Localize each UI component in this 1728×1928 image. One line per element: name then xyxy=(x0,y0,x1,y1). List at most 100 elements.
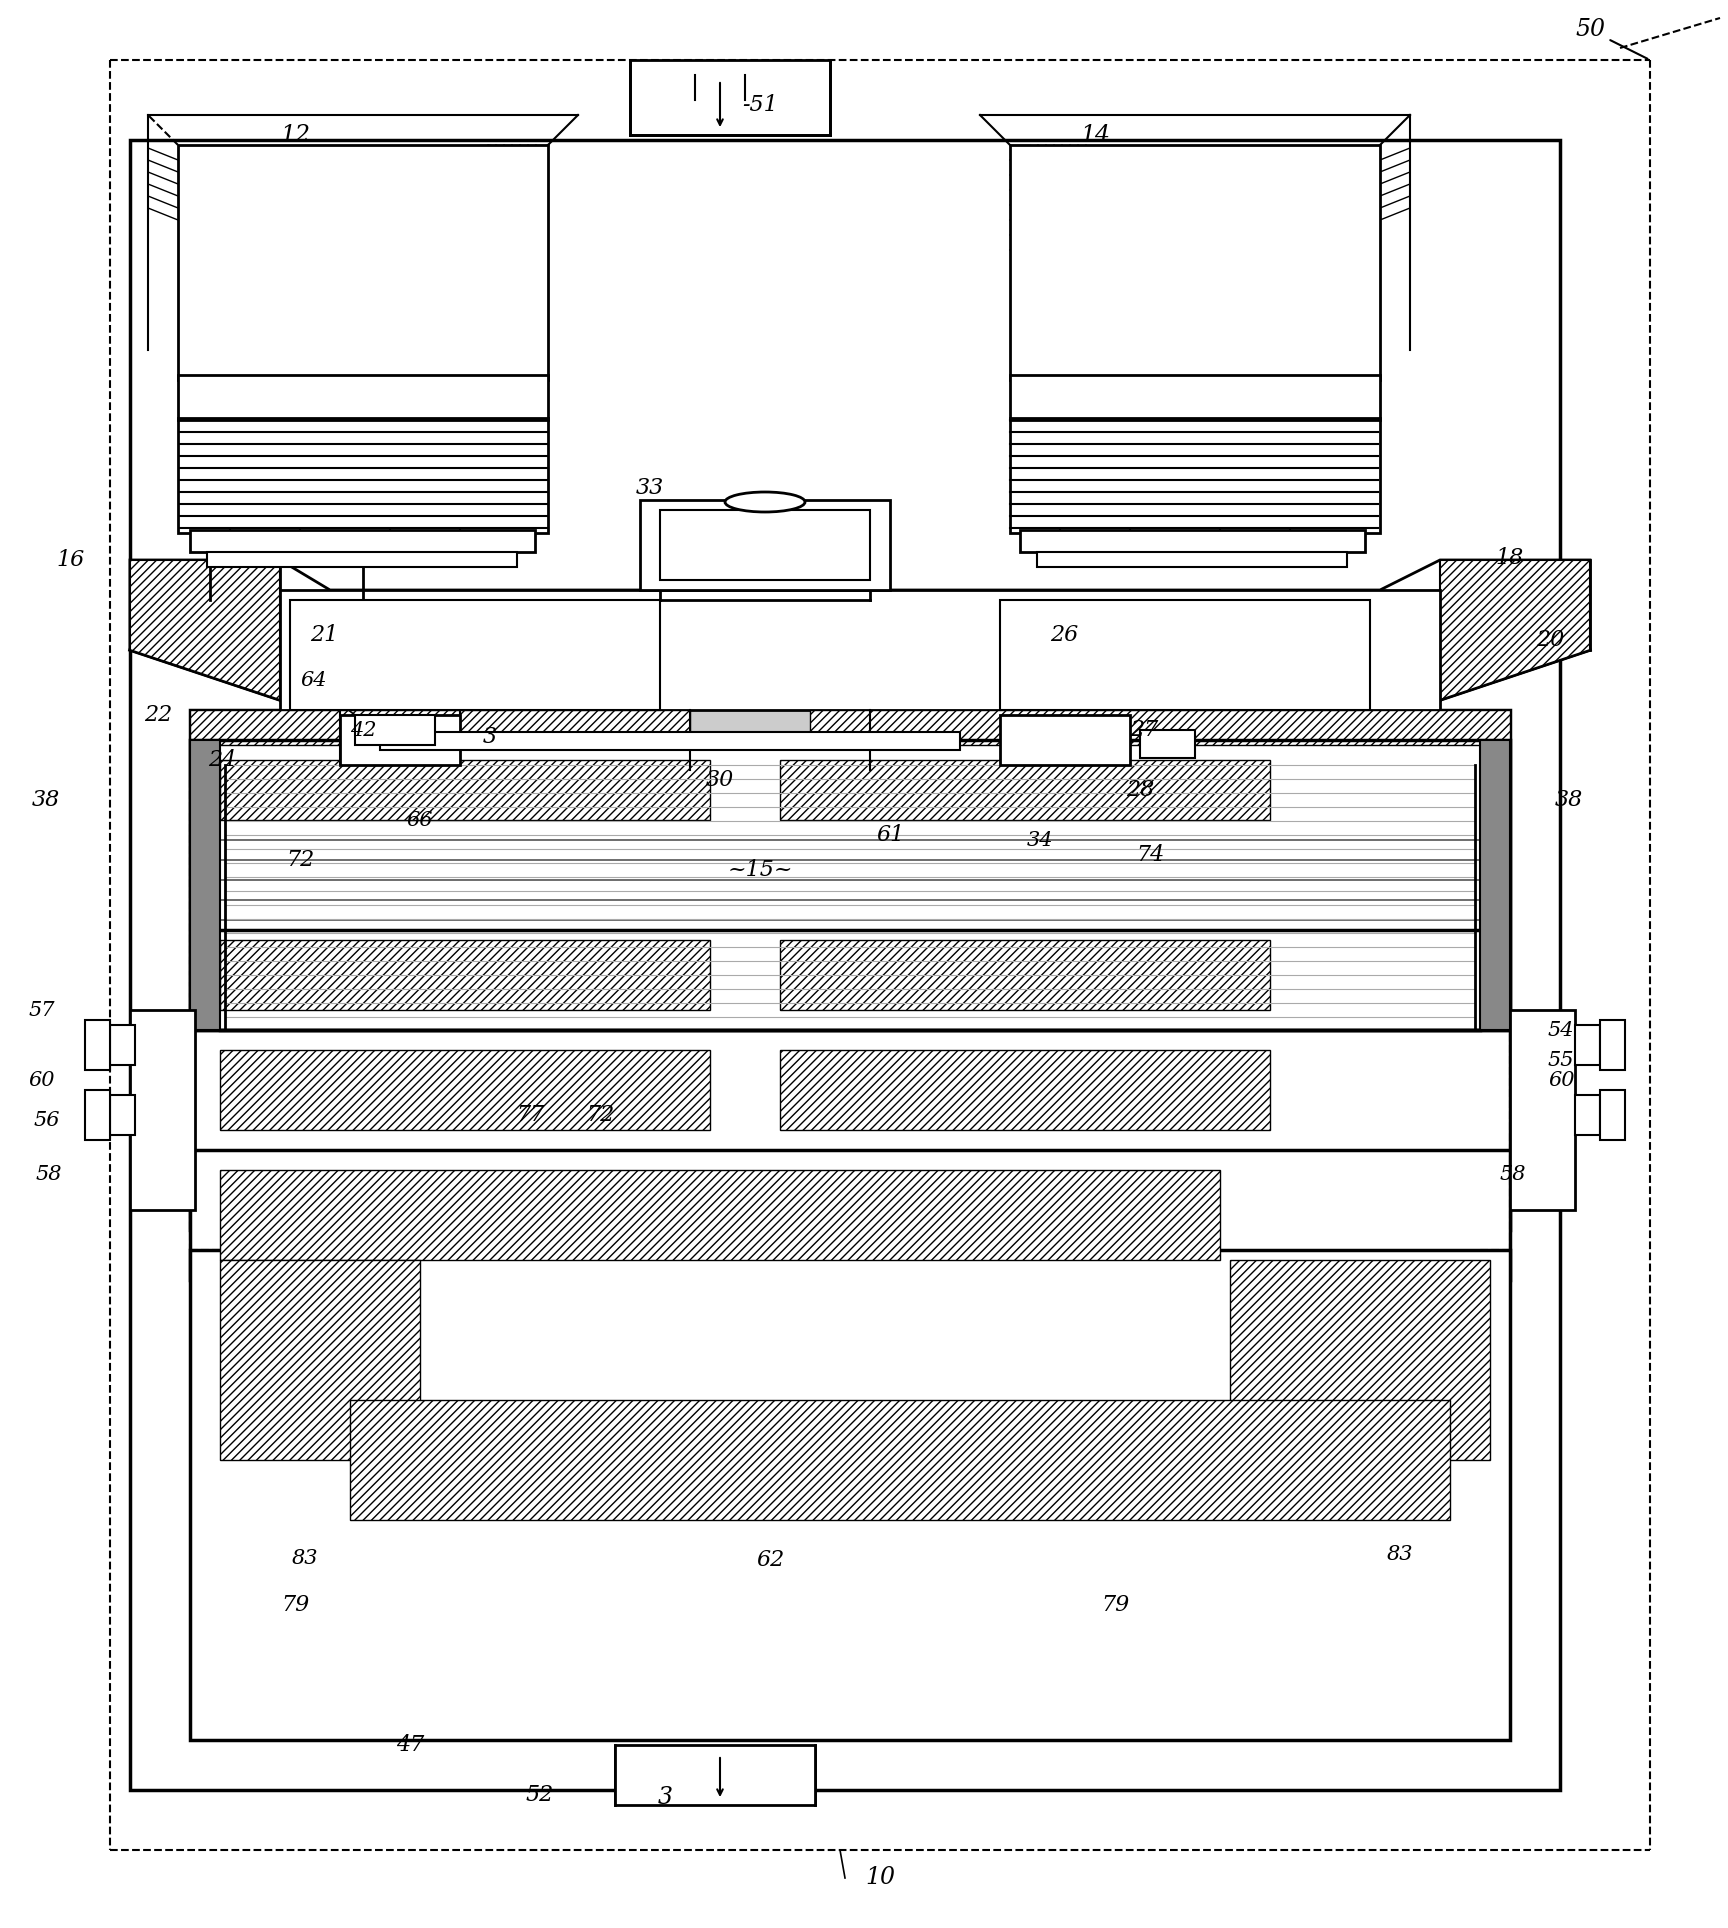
Text: 58: 58 xyxy=(36,1166,62,1184)
Bar xyxy=(219,941,710,1010)
Bar xyxy=(660,511,869,580)
Bar xyxy=(1600,1020,1624,1070)
Text: 60: 60 xyxy=(1548,1070,1574,1089)
Text: 28: 28 xyxy=(1127,779,1154,800)
Bar xyxy=(779,1051,1270,1130)
Bar xyxy=(1020,530,1365,551)
Bar xyxy=(178,376,548,420)
Text: 54: 54 xyxy=(1548,1020,1574,1039)
Bar xyxy=(639,499,890,590)
Text: 12: 12 xyxy=(280,123,309,147)
Text: 57: 57 xyxy=(28,1001,55,1020)
Bar xyxy=(1037,551,1348,567)
Text: 72: 72 xyxy=(285,848,314,871)
Bar xyxy=(111,1026,135,1064)
Text: 72: 72 xyxy=(586,1105,613,1126)
Bar xyxy=(1140,731,1196,758)
Text: 14: 14 xyxy=(1080,123,1109,147)
Bar xyxy=(190,710,1510,740)
Text: 38: 38 xyxy=(1555,789,1583,812)
Bar xyxy=(631,60,829,135)
Bar xyxy=(130,141,1560,1789)
Bar xyxy=(178,418,548,532)
Text: 3: 3 xyxy=(482,727,498,748)
Text: 52: 52 xyxy=(525,1783,555,1807)
Text: 66: 66 xyxy=(406,810,434,829)
Text: 18: 18 xyxy=(1496,548,1524,569)
Text: 38: 38 xyxy=(31,789,60,812)
Text: 79: 79 xyxy=(282,1594,309,1616)
Bar xyxy=(779,941,1270,1010)
Text: 21: 21 xyxy=(309,625,339,646)
Bar xyxy=(178,145,548,380)
Bar xyxy=(1479,740,1510,1030)
Text: 83: 83 xyxy=(1388,1546,1414,1564)
Bar xyxy=(190,740,1510,1030)
Text: 30: 30 xyxy=(705,769,734,790)
Text: 58: 58 xyxy=(1500,1166,1526,1184)
Text: 42: 42 xyxy=(351,721,377,740)
Bar xyxy=(219,1051,710,1130)
Bar xyxy=(190,710,689,744)
Bar xyxy=(219,1261,420,1459)
Text: 27: 27 xyxy=(1130,719,1158,740)
Text: 50: 50 xyxy=(1574,19,1647,58)
Bar xyxy=(1600,1089,1624,1139)
Bar xyxy=(1230,1261,1490,1459)
Text: 47: 47 xyxy=(396,1733,423,1756)
Text: 3: 3 xyxy=(657,1787,672,1810)
Bar xyxy=(1001,600,1370,710)
Bar xyxy=(190,1030,1510,1230)
Text: ~15~: ~15~ xyxy=(727,860,793,881)
Bar xyxy=(219,760,710,819)
Text: 24: 24 xyxy=(207,748,237,771)
Text: 61: 61 xyxy=(876,823,904,846)
Bar xyxy=(1574,1095,1600,1136)
Bar xyxy=(190,530,536,551)
Bar xyxy=(85,1020,111,1070)
Bar xyxy=(190,1149,1510,1280)
Bar xyxy=(1009,145,1381,380)
Text: 55: 55 xyxy=(1548,1051,1574,1070)
Text: 60: 60 xyxy=(28,1070,55,1089)
Bar xyxy=(280,590,1439,719)
Text: 64: 64 xyxy=(301,671,327,690)
Bar xyxy=(810,710,1510,744)
Bar xyxy=(351,1400,1450,1519)
Bar xyxy=(1009,418,1381,532)
Text: 22: 22 xyxy=(143,704,173,727)
Polygon shape xyxy=(1439,559,1590,700)
Bar xyxy=(340,715,460,765)
Bar xyxy=(190,740,219,1030)
Text: 62: 62 xyxy=(755,1548,785,1571)
Text: 34: 34 xyxy=(1026,831,1054,850)
Text: 83: 83 xyxy=(292,1548,318,1567)
Bar xyxy=(1001,715,1130,765)
Bar xyxy=(85,1089,111,1139)
Bar xyxy=(1574,1026,1600,1064)
Text: 20: 20 xyxy=(1536,629,1564,652)
Text: 79: 79 xyxy=(1101,1594,1128,1616)
Bar xyxy=(219,1170,1220,1261)
Bar xyxy=(111,1095,135,1136)
Bar xyxy=(354,715,435,744)
Text: -51: -51 xyxy=(741,94,778,116)
Bar xyxy=(1510,1010,1574,1211)
Text: 74: 74 xyxy=(1135,844,1165,866)
Text: 10: 10 xyxy=(866,1866,895,1889)
Bar xyxy=(779,760,1270,819)
Ellipse shape xyxy=(726,492,805,513)
Text: 77: 77 xyxy=(517,1105,544,1126)
Text: 26: 26 xyxy=(1051,625,1078,646)
Bar xyxy=(207,551,517,567)
Bar xyxy=(190,710,1510,1139)
Text: 33: 33 xyxy=(636,476,664,499)
Bar xyxy=(190,1249,1510,1739)
Bar xyxy=(130,1010,195,1211)
Polygon shape xyxy=(130,559,280,700)
Bar xyxy=(1009,376,1381,420)
Polygon shape xyxy=(130,559,1590,700)
Bar xyxy=(380,733,961,750)
Text: 56: 56 xyxy=(33,1111,60,1130)
Bar xyxy=(290,600,660,710)
